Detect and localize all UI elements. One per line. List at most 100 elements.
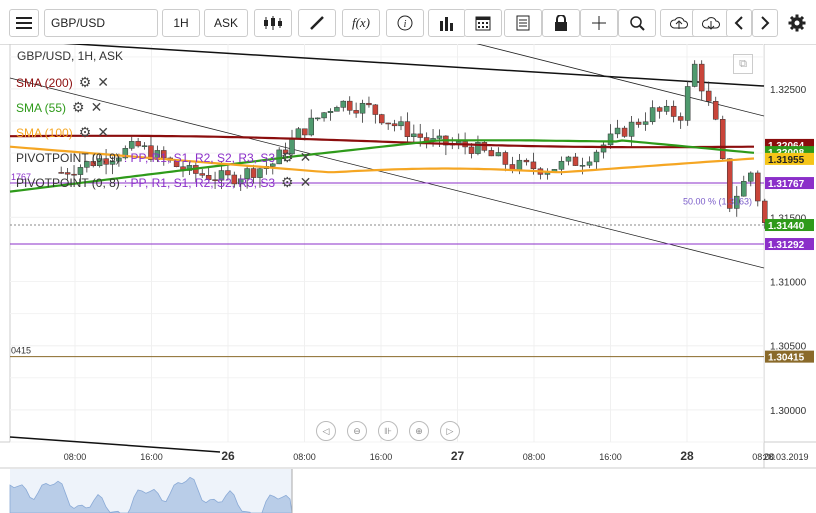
candle-body [628, 121, 635, 137]
candle-body [656, 107, 663, 112]
time-tick-label: 28 [680, 449, 694, 463]
candle-body [218, 170, 225, 181]
candle-body [642, 121, 649, 125]
price-chart[interactable]: 1.32500 1.31500 1.31000 1.30500 1.30000 08:00… [0, 44, 816, 513]
time-tick-label: 16:00 [599, 452, 622, 462]
time-tick-label: 16:00 [140, 452, 163, 462]
candle-body [199, 173, 206, 176]
candle-body [205, 175, 212, 180]
gear-icon[interactable]: ⚙ [281, 149, 294, 165]
download-button[interactable] [692, 9, 730, 37]
draw-tool-button[interactable] [298, 9, 336, 37]
candle-body [225, 170, 231, 176]
candle-body [250, 168, 257, 178]
candle-body [385, 122, 391, 125]
candle-body [84, 161, 90, 168]
candle-body [468, 146, 475, 154]
zoom-in-button[interactable]: ⊕ [409, 421, 429, 441]
legend-label: SMA (200) [16, 75, 73, 90]
gear-icon[interactable]: ⚙ [78, 74, 92, 90]
navigator-area [9, 476, 293, 513]
candle-body [122, 148, 129, 159]
chart-area[interactable]: 1.32500 1.31500 1.31000 1.30500 1.30000 08:00… [0, 44, 816, 513]
candle-body [103, 158, 109, 165]
candle-body [586, 161, 593, 166]
settings-button[interactable] [784, 9, 810, 37]
resistance-trendline [63, 44, 765, 87]
candle-body [607, 133, 614, 146]
scroll-left-button[interactable]: ◁ [316, 421, 336, 441]
next-button[interactable] [752, 9, 778, 37]
price-badge [765, 152, 814, 165]
chart-type-button[interactable] [254, 9, 292, 37]
gear-icon[interactable]: ⚙ [281, 174, 294, 190]
candle-body [523, 159, 530, 163]
time-tick-label: 16:00 [370, 452, 393, 462]
price-type-label: ASK [213, 16, 238, 30]
candle-body [295, 128, 302, 140]
zoom-out-button[interactable]: ⊖ [347, 421, 367, 441]
time-tick-label: 08:00 [64, 452, 87, 462]
indicators-button[interactable]: f(x) [342, 9, 380, 37]
time-tick-label: 27 [451, 449, 465, 463]
lock-button[interactable] [542, 9, 580, 37]
close-icon[interactable]: ✕ [90, 99, 103, 115]
price-badge [765, 350, 814, 363]
close-icon[interactable]: ✕ [299, 174, 312, 190]
candle-body [635, 121, 642, 125]
reset-zoom-button[interactable]: ⊪ [378, 421, 398, 441]
candle-body [346, 100, 353, 111]
calendar-button[interactable] [464, 9, 502, 37]
candle-body [270, 163, 276, 167]
candle-body [495, 152, 502, 157]
candle-body [359, 102, 366, 114]
close-icon[interactable]: ✕ [97, 74, 109, 90]
crosshair-button[interactable] [580, 9, 618, 37]
symbol-selector[interactable]: GBP/USD [44, 9, 158, 37]
zoom-button[interactable] [618, 9, 656, 37]
candle-body [649, 107, 656, 123]
zoom-out-icon: ⊖ [353, 425, 361, 436]
candle-body [670, 105, 677, 117]
candle-body [621, 127, 628, 137]
price-badge-label: 1.31292 [768, 240, 805, 251]
candle-body [212, 179, 218, 181]
candle-body [327, 111, 334, 113]
candle-body [481, 142, 488, 151]
prev-icon [734, 16, 743, 30]
prev-button[interactable] [726, 9, 752, 37]
download-icon [702, 17, 720, 30]
legend-suffix: : PP, R1, S1, R2, S2, R3, S3 [123, 175, 276, 190]
timeframe-selector[interactable]: 1H [162, 9, 200, 37]
gear-icon[interactable]: ⚙ [78, 124, 92, 140]
price-tick-label: 1.32500 [770, 85, 807, 96]
notes-icon [516, 15, 530, 31]
candle-body [353, 110, 359, 114]
popout-icon[interactable]: ⧉ [733, 54, 753, 74]
candle-body [77, 167, 84, 175]
menu-button[interactable] [9, 9, 39, 37]
price-tick-label: 1.30500 [770, 342, 807, 353]
chart-toolbar: GBP/USD 1H ASK f(x) i [0, 0, 816, 45]
candle-body [372, 104, 379, 115]
candle-body [334, 107, 340, 112]
timeframe-label: 1H [173, 16, 189, 30]
info-button[interactable]: i [386, 9, 424, 37]
price-tick-label: 1.30000 [770, 406, 807, 417]
fx-icon: f(x) [351, 15, 371, 30]
close-icon[interactable]: ✕ [299, 149, 312, 165]
upload-button[interactable] [660, 9, 698, 37]
price-type-selector[interactable]: ASK [204, 9, 248, 37]
scroll-right-button[interactable]: ▷ [440, 421, 460, 441]
sma-100-line [9, 145, 755, 174]
gear-icon[interactable]: ⚙ [72, 99, 85, 115]
candle-body [186, 165, 193, 171]
notes-button[interactable] [504, 9, 542, 37]
volume-button[interactable] [428, 9, 466, 37]
candle-body [502, 152, 509, 165]
chart-title-text: GBP/USD, 1H, ASK [17, 49, 124, 63]
sma-200-line [10, 134, 754, 149]
candle-body [741, 181, 747, 197]
bars-icon [440, 17, 453, 31]
close-icon[interactable]: ✕ [97, 124, 109, 140]
